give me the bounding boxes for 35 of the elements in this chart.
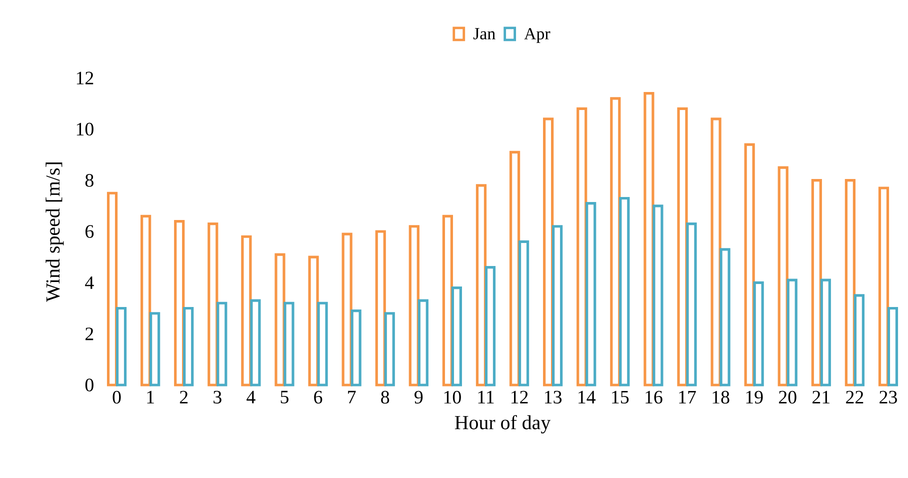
y-tick-label: 12 [76, 72, 94, 84]
x-tick-label: 1 [147, 390, 154, 404]
x-tick-label: 18 [712, 390, 730, 404]
x-tick-label: 16 [646, 390, 662, 404]
x-tick-label: 8 [381, 390, 390, 404]
x-tick-label: 4 [246, 390, 256, 404]
x-tick-label: 14 [578, 390, 596, 404]
x-tick-label: 19 [746, 390, 763, 404]
x-tick-label: 22 [846, 390, 864, 404]
x-tick-label: 10 [444, 390, 461, 404]
x-tick-label: 17 [679, 390, 696, 404]
y-tick-label: 0 [85, 378, 94, 392]
x-tick-label: 13 [545, 390, 562, 404]
x-tick-label: 2 [180, 390, 188, 404]
y-tick-label: 2 [86, 328, 94, 340]
x-tick-label: 5 [280, 390, 288, 404]
x-tick-label: 3 [214, 390, 222, 404]
y-tick-label: 10 [76, 122, 94, 136]
x-axis-title: Hour of day [454, 415, 551, 434]
y-tick-label: 4 [85, 276, 94, 289]
y-tick-label: 6 [86, 225, 94, 238]
x-tick-label: 12 [511, 390, 528, 404]
x-tick-label: 11 [478, 390, 494, 404]
x-tick-label: 0 [112, 390, 121, 404]
x-tick-label: 23 [880, 390, 897, 404]
legend-label: Jan [473, 28, 496, 40]
x-tick-label: 6 [314, 390, 322, 404]
y-axis-title: Wind speed [m/s] [46, 162, 64, 302]
x-tick-label: 7 [348, 390, 356, 404]
x-tick-label: 20 [778, 390, 796, 404]
x-tick-label: 9 [414, 390, 423, 404]
y-tick-label: 8 [85, 174, 94, 187]
x-tick-label: 21 [812, 390, 830, 404]
x-tick-label: 15 [612, 390, 629, 404]
legend-label: Apr [524, 28, 550, 43]
